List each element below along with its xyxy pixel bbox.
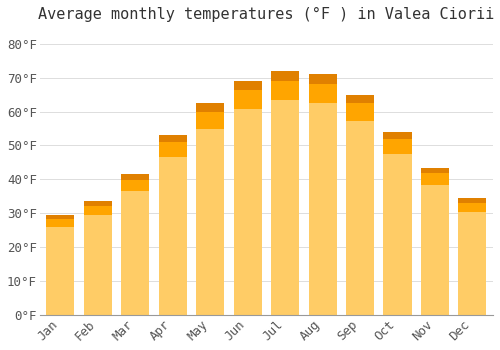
Bar [346, 94, 374, 121]
Bar [308, 74, 336, 84]
Bar [384, 132, 411, 139]
Bar [234, 81, 262, 315]
Bar [196, 103, 224, 112]
Bar [46, 215, 74, 227]
Bar [84, 202, 112, 315]
Bar [234, 81, 262, 90]
Bar [458, 198, 486, 203]
Bar [196, 103, 224, 128]
Bar [271, 71, 299, 100]
Bar [158, 135, 187, 315]
Bar [421, 168, 449, 185]
Bar [121, 174, 150, 315]
Bar [234, 81, 262, 109]
Bar [346, 94, 374, 315]
Bar [46, 215, 74, 219]
Bar [458, 198, 486, 315]
Bar [271, 71, 299, 315]
Bar [421, 168, 449, 174]
Bar [84, 202, 112, 206]
Bar [384, 132, 411, 315]
Bar [458, 198, 486, 212]
Bar [158, 135, 187, 142]
Bar [384, 132, 411, 154]
Title: Average monthly temperatures (°F ) in Valea Ciorii: Average monthly temperatures (°F ) in Va… [38, 7, 494, 22]
Bar [196, 103, 224, 315]
Bar [346, 94, 374, 103]
Bar [158, 135, 187, 157]
Bar [121, 174, 150, 191]
Bar [308, 74, 336, 315]
Bar [421, 168, 449, 315]
Bar [308, 74, 336, 103]
Bar [84, 202, 112, 215]
Bar [46, 215, 74, 315]
Bar [271, 71, 299, 80]
Bar [121, 174, 150, 180]
